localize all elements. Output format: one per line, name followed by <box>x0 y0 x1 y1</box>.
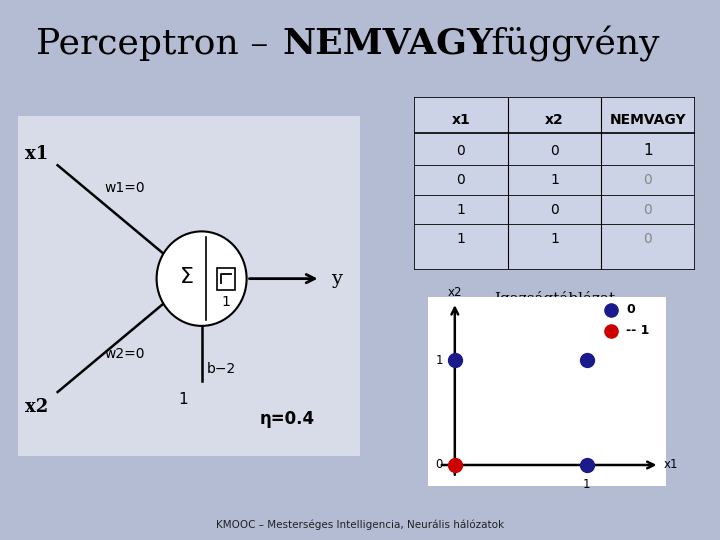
Text: x1: x1 <box>663 458 678 471</box>
Text: x2: x2 <box>448 286 462 299</box>
Text: 1: 1 <box>550 232 559 246</box>
Text: 0: 0 <box>644 173 652 187</box>
Text: 1: 1 <box>456 202 465 217</box>
Point <box>449 461 461 469</box>
Text: 1: 1 <box>456 232 465 246</box>
Text: x2: x2 <box>545 113 564 127</box>
Text: -- 1: -- 1 <box>626 324 649 337</box>
Text: x2: x2 <box>25 398 48 416</box>
Text: Perceptron –: Perceptron – <box>36 27 280 60</box>
Point <box>581 356 593 364</box>
Text: x1: x1 <box>25 145 48 163</box>
Text: 0: 0 <box>644 232 652 246</box>
Text: x1: x1 <box>451 113 470 127</box>
Text: 0: 0 <box>436 458 443 471</box>
Text: 0: 0 <box>456 173 465 187</box>
Text: b−2: b−2 <box>207 362 236 376</box>
Text: 1: 1 <box>179 392 189 407</box>
Point <box>581 461 593 469</box>
Text: 1: 1 <box>222 295 230 309</box>
Text: függvény: függvény <box>480 26 660 62</box>
Text: 1: 1 <box>643 143 653 158</box>
Text: NEMVAGY: NEMVAGY <box>282 27 492 60</box>
Point <box>605 305 616 314</box>
Bar <box>217 268 235 289</box>
Text: 0: 0 <box>550 144 559 158</box>
Text: y: y <box>331 269 342 288</box>
Point <box>449 356 461 364</box>
Ellipse shape <box>157 231 247 326</box>
Text: $\Sigma$: $\Sigma$ <box>179 266 194 288</box>
Text: η=0.4: η=0.4 <box>259 409 315 428</box>
Text: 0: 0 <box>626 303 635 316</box>
Text: 1: 1 <box>550 173 559 187</box>
Point <box>605 326 616 335</box>
Text: w1=0: w1=0 <box>104 181 145 195</box>
Text: 0: 0 <box>456 144 465 158</box>
Text: NEMVAGY: NEMVAGY <box>610 113 686 127</box>
Text: w2=0: w2=0 <box>104 347 145 361</box>
Text: Igazságtáblázat: Igazságtáblázat <box>494 291 615 306</box>
Text: 0: 0 <box>550 202 559 217</box>
Text: 1: 1 <box>583 477 590 491</box>
Text: 0: 0 <box>644 202 652 217</box>
Text: 1: 1 <box>436 354 443 367</box>
Text: KMOOC – Mesterséges Intelligencia, Neurális hálózatok: KMOOC – Mesterséges Intelligencia, Neurá… <box>216 520 504 530</box>
